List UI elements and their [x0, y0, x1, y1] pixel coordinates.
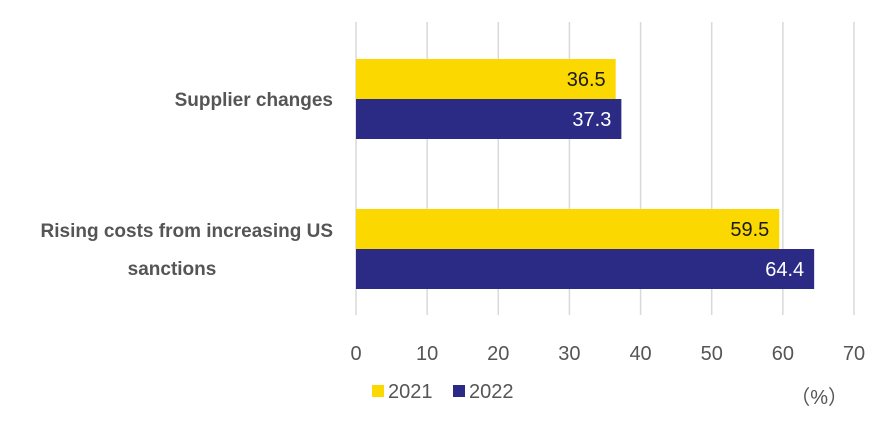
legend-label-2022: 2022: [469, 381, 514, 403]
category-labels: Supplier changes Rising costs from increa…: [41, 90, 333, 280]
bar-2022: [356, 99, 622, 139]
x-tick-label: 20: [487, 343, 509, 365]
bars: [356, 59, 815, 289]
category-label: Rising costs from increasing US: [41, 221, 333, 242]
bar-2021: [356, 209, 780, 249]
category-label: sanctions: [128, 259, 217, 280]
data-labels: 36.5 37.3 59.5 64.4: [567, 69, 804, 281]
x-tick-label: 70: [843, 343, 865, 365]
unit-label: （%）: [790, 386, 848, 409]
legend-label-2021: 2021: [388, 381, 433, 403]
data-label: 37.3: [572, 109, 611, 131]
bar-2021: [356, 59, 616, 99]
legend-swatch-2022: [453, 385, 465, 397]
data-label: 64.4: [765, 259, 804, 281]
bar-2022: [356, 249, 815, 289]
x-tick-label: 50: [701, 343, 723, 365]
x-tick-label: 10: [416, 343, 438, 365]
x-axis-ticks: 0 10 20 30 40 50 60 70: [350, 343, 865, 365]
x-tick-label: 60: [772, 343, 794, 365]
legend: 2021 2022: [372, 381, 514, 403]
x-tick-label: 40: [629, 343, 651, 365]
legend-swatch-2021: [372, 385, 384, 397]
category-label: Supplier changes: [175, 90, 333, 111]
data-label: 59.5: [730, 219, 769, 241]
data-label: 36.5: [567, 69, 606, 91]
x-tick-label: 30: [558, 343, 580, 365]
x-tick-label: 0: [350, 343, 361, 365]
